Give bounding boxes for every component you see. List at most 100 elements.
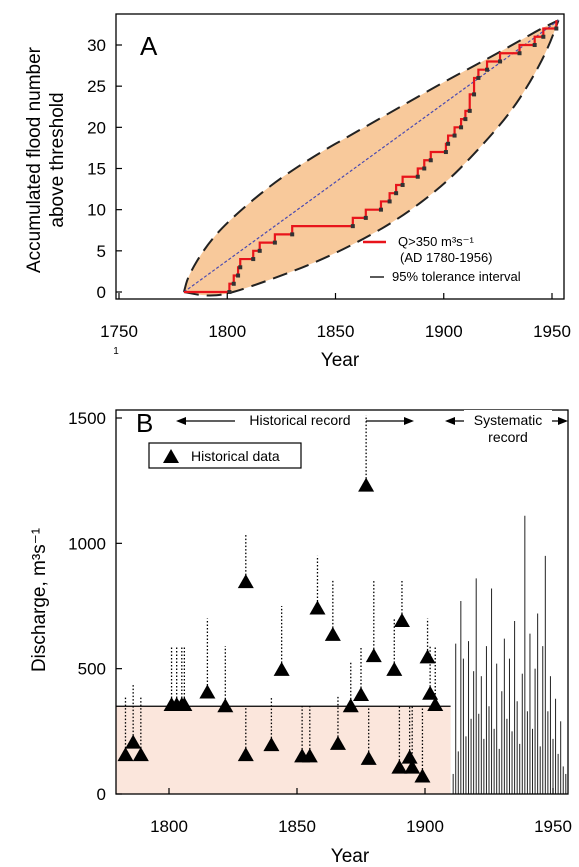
below-threshold-shading <box>116 706 451 794</box>
historical-marker <box>391 759 408 774</box>
panel-label-b: B <box>136 408 153 438</box>
panel-label-a: A <box>140 31 158 61</box>
historical-marker <box>176 697 193 712</box>
legend-black-label: 95% tolerance interval <box>392 269 521 284</box>
historical-marker <box>237 747 254 762</box>
step-marker <box>231 281 236 286</box>
historical-marker <box>414 768 431 783</box>
x-tick-label-b: 1950 <box>534 817 572 836</box>
step-marker <box>498 59 503 64</box>
historical-marker <box>329 735 346 750</box>
historical-record-annotation: Historical record <box>176 412 414 428</box>
y-tick-label-b: 1500 <box>68 409 106 428</box>
step-marker <box>257 248 262 253</box>
step-marker <box>394 191 399 196</box>
stray-mark: 1 <box>113 346 119 357</box>
systematic-label-bg <box>464 410 552 426</box>
historical-marker <box>117 747 134 762</box>
step-marker <box>517 51 522 56</box>
historical-data-markers <box>117 415 444 783</box>
legend-b-triangle-icon <box>163 449 179 463</box>
step-marker <box>422 166 427 171</box>
historical-marker <box>419 649 436 664</box>
step-marker <box>238 265 243 270</box>
tolerance-lower-dashed <box>183 19 560 297</box>
step-marker <box>350 224 355 229</box>
step-marker <box>387 199 392 204</box>
systematic-record-label-1: Systematic <box>474 412 542 428</box>
historical-record-label: Historical record <box>249 412 350 428</box>
step-marker <box>452 133 457 138</box>
y-axis-label-b: Discharge, m³s⁻¹ <box>29 528 50 672</box>
step-marker <box>227 290 232 294</box>
y-axis-label-a-line2: above threshold <box>47 92 68 227</box>
y-tick-label-a: 15 <box>87 160 106 179</box>
historical-marker <box>237 574 254 589</box>
x-ticks-a: 1750 1800 1850 1900 1950 <box>100 293 571 341</box>
axes-frame-a <box>115 13 565 300</box>
systematic-arrowhead-left <box>445 417 455 425</box>
axes-frame-b <box>115 409 569 795</box>
step-marker <box>446 141 451 146</box>
step-marker <box>272 240 277 245</box>
y-ticks-a: 0 5 10 15 20 25 30 <box>87 36 122 302</box>
historical-marker <box>393 613 410 628</box>
historical-marker <box>263 737 280 752</box>
step-marker <box>400 182 405 187</box>
systematic-arrowhead-right <box>558 417 568 425</box>
historical-marker <box>353 686 369 701</box>
y-tick-label-a: 5 <box>97 242 106 261</box>
expected-trend-line <box>183 19 559 293</box>
panel-b: 1800 1850 1900 1950 0 500 1000 1500 B Historic… <box>29 408 572 867</box>
y-axis-label-b-text: Discharge, m³s⁻¹ <box>29 528 50 672</box>
step-marker <box>554 26 559 31</box>
step-marker <box>532 43 537 47</box>
historical-marker <box>360 750 377 765</box>
historical-marker <box>273 661 290 676</box>
systematic-record-bars <box>452 515 567 794</box>
step-marker <box>290 232 295 237</box>
y-tick-label-a: 0 <box>97 283 106 302</box>
systematic-record-label-2: record <box>488 429 528 445</box>
historical-marker <box>386 661 403 676</box>
step-marker <box>541 34 546 39</box>
x-tick-label-b: 1800 <box>150 817 188 836</box>
historical-marker <box>324 626 341 641</box>
historical-marker <box>132 747 149 762</box>
x-tick-label-a: 1850 <box>317 322 355 341</box>
step-marker <box>251 257 256 262</box>
legend-b: Historical data <box>148 442 302 469</box>
historical-marker <box>404 759 421 774</box>
historical-marker <box>401 749 418 764</box>
historical-marker <box>309 600 326 615</box>
y-axis-label-a-line1: Accumulated flood number <box>24 46 45 273</box>
historical-marker <box>125 734 142 749</box>
y-tick-label-b: 0 <box>97 785 106 804</box>
legend-red-label: Q>350 m³s⁻¹ <box>398 234 475 249</box>
step-marker <box>378 207 383 212</box>
legend-red-sublabel: (AD 1780-1956) <box>400 250 493 265</box>
y-tick-label-a: 30 <box>87 36 106 55</box>
step-marker <box>363 215 368 220</box>
step-marker <box>459 125 464 130</box>
legend-b-label: Historical data <box>191 448 280 464</box>
historical-marker <box>199 684 216 699</box>
y-tick-label-b: 1000 <box>68 534 106 553</box>
x-tick-label-a: 1800 <box>208 322 246 341</box>
historical-arrowhead-left <box>176 417 186 425</box>
step-marker <box>476 75 481 80</box>
step-marker <box>485 67 490 72</box>
panel-a: 1750 1800 1850 1900 1950 0 5 10 15 20 25 30 A Year… <box>24 13 571 371</box>
x-axis-label-b: Year <box>331 846 370 867</box>
step-marker <box>236 273 241 278</box>
historical-marker <box>301 748 318 763</box>
legend-a: Q>350 m³s⁻¹ (AD 1780-1956) 95% tolerance… <box>363 234 521 284</box>
step-marker <box>415 174 420 179</box>
y-tick-label-b: 500 <box>78 660 106 679</box>
tolerance-band-fill <box>183 20 559 296</box>
y-ticks-b: 0 500 1000 1500 <box>68 409 122 804</box>
historical-marker <box>365 648 382 663</box>
x-tick-label-a: 1900 <box>425 322 463 341</box>
historical-marker <box>427 697 444 712</box>
